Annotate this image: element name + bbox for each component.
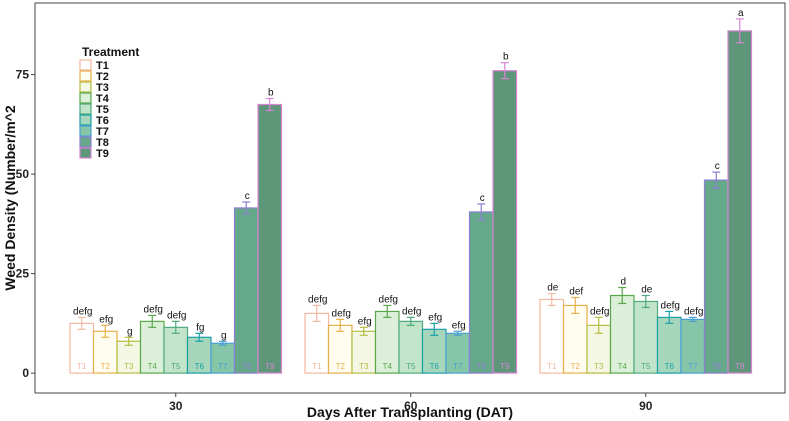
bar-series-label: T3 — [124, 362, 134, 371]
legend-entry-label: T7 — [96, 126, 109, 138]
legend-entry-label: T1 — [96, 60, 109, 72]
legend-swatch — [79, 70, 92, 82]
legend-swatch — [79, 136, 92, 148]
letters-layer: defgefggdefgdefgfggcbdefgdefgefgdefgdefg… — [73, 8, 744, 341]
significance-letter: efg — [428, 312, 442, 323]
significance-letter: b — [268, 88, 274, 99]
bar — [233, 207, 259, 374]
significance-letter: g — [127, 326, 133, 337]
bar — [468, 211, 494, 374]
significance-letter: c — [480, 193, 485, 204]
x-tick-label: 60 — [404, 399, 418, 413]
x-axis: 30 60 90 — [169, 393, 653, 413]
bar — [703, 179, 729, 374]
significance-letter: c — [715, 161, 720, 172]
bar — [492, 70, 518, 374]
bar-series-label: T5 — [406, 362, 416, 371]
bar-series-label: T6 — [665, 362, 675, 371]
legend-entry-label: T3 — [96, 82, 109, 94]
significance-letter: b — [503, 52, 509, 63]
significance-letter: defg — [144, 304, 163, 315]
bar-series-label: T4 — [618, 362, 628, 371]
significance-letter: def — [569, 286, 583, 297]
legend-entry-label: T9 — [96, 148, 109, 160]
bar-series-label: T8 — [712, 362, 722, 371]
significance-letter: fg — [196, 322, 204, 333]
significance-letter: g — [221, 330, 227, 341]
bar-series-label: T2 — [571, 362, 581, 371]
bars-layer: T1 T2 T3 T4 T5 T6 T7 T8 T9 T1 T2 T3 T4 T5 T6 T7 T8 T9 T1 T2… — [69, 30, 753, 374]
bar-series-label: T6 — [430, 362, 440, 371]
legend-swatch — [79, 147, 92, 159]
significance-letter: defg — [308, 294, 327, 305]
bar-series-label: T1 — [77, 362, 87, 371]
legend-swatch — [79, 114, 92, 126]
legend-entry-label: T6 — [96, 115, 109, 127]
y-tick-label: 25 — [16, 267, 30, 281]
bar-series-label: T8 — [242, 362, 252, 371]
bar-series-label: T2 — [336, 362, 346, 371]
bar — [727, 30, 753, 374]
significance-letter: defg — [402, 306, 421, 317]
significance-letter: efg — [99, 314, 113, 325]
legend-entry-label: T2 — [96, 71, 109, 83]
significance-letter: defg — [332, 308, 351, 319]
y-tick-label: 75 — [16, 68, 30, 82]
bar-series-label: T2 — [101, 362, 111, 371]
significance-letter: defg — [684, 306, 703, 317]
bar-series-label: T5 — [641, 362, 651, 371]
bar-series-label: T6 — [195, 362, 205, 371]
significance-letter: c — [245, 191, 250, 202]
x-axis-title: Days After Transplanting (DAT) — [307, 404, 513, 420]
significance-letter: de — [641, 285, 653, 296]
bar-series-label: T4 — [148, 362, 158, 371]
bar-series-label: T4 — [383, 362, 393, 371]
significance-letter: defg — [167, 310, 186, 321]
y-tick-label: 0 — [22, 366, 29, 380]
error-bars-layer — [77, 18, 744, 346]
significance-letter: de — [547, 283, 559, 294]
bar-series-label: T7 — [218, 362, 228, 371]
x-tick-label: 90 — [639, 399, 653, 413]
y-axis-title: Weed Density (Number/m^2 — [2, 105, 18, 291]
bar-series-label: T7 — [688, 362, 698, 371]
legend-entry-label: T4 — [96, 93, 110, 105]
legend-swatch — [79, 81, 92, 93]
significance-letter: defg — [379, 294, 398, 305]
significance-letter: defg — [73, 306, 92, 317]
legend-swatch — [79, 92, 92, 104]
significance-letter: efg — [452, 320, 466, 331]
legend-entry-label: T8 — [96, 137, 109, 149]
legend-title: Treatment — [82, 45, 139, 59]
bar-series-label: T3 — [359, 362, 369, 371]
bar-series-label: T8 — [477, 362, 487, 371]
bar-series-label: T3 — [594, 362, 604, 371]
bar — [257, 103, 283, 374]
bar-series-label: T9 — [735, 362, 745, 371]
bar-series-label: T9 — [500, 362, 510, 371]
significance-letter: efg — [358, 316, 372, 327]
bar-series-label: T7 — [453, 362, 463, 371]
significance-letter: a — [738, 8, 744, 19]
y-axis: 0 25 50 75 — [16, 68, 35, 380]
significance-letter: d — [620, 277, 626, 288]
significance-letter: defg — [590, 306, 609, 317]
bar-series-label: T1 — [312, 362, 322, 371]
bar-series-label: T9 — [265, 362, 275, 371]
legend-entry-label: T5 — [96, 104, 109, 116]
legend-swatch — [79, 59, 92, 71]
y-tick-label: 50 — [16, 167, 30, 181]
legend-swatch — [79, 125, 92, 137]
bar-series-label: T1 — [547, 362, 557, 371]
bar-series-label: T5 — [171, 362, 181, 371]
legend-swatch — [79, 103, 92, 115]
significance-letter: defg — [661, 300, 680, 311]
x-tick-label: 30 — [169, 399, 183, 413]
